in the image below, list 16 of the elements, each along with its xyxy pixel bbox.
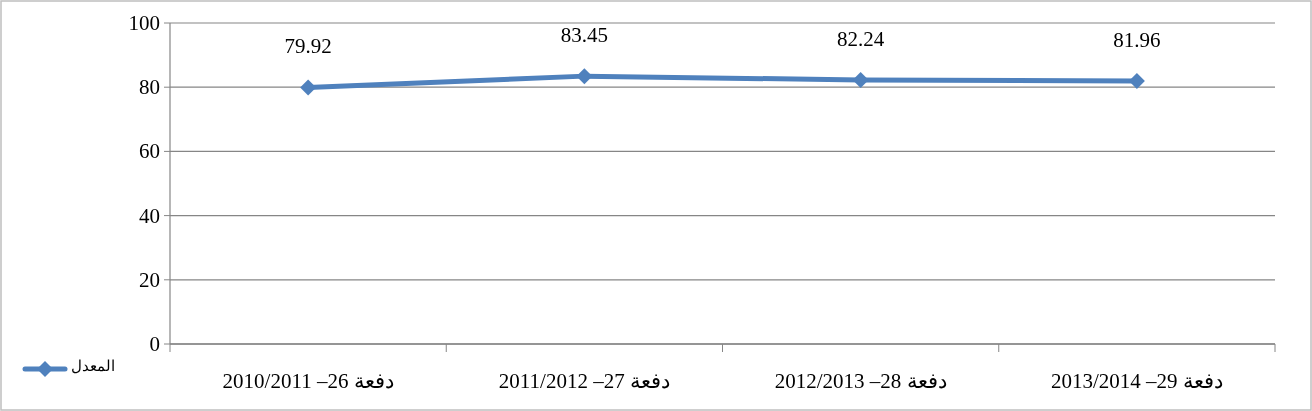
y-tick-label: 100 — [128, 11, 160, 35]
y-tick-label: 40 — [139, 203, 160, 228]
legend: المعدل — [22, 358, 115, 377]
y-tick-label: 60 — [139, 139, 160, 164]
x-tick-label: دفعة 29– 2013/2014 — [1050, 369, 1223, 393]
y-tick-label: 80 — [139, 75, 160, 100]
data-label: 81.96 — [1113, 27, 1161, 52]
x-tick-label: دفعة 26– 2010/2011 — [222, 369, 394, 393]
data-label: 83.45 — [560, 23, 608, 48]
legend-label: المعدل — [71, 358, 115, 374]
y-tick-label: 20 — [139, 267, 160, 292]
data-label: 82.24 — [837, 27, 885, 52]
y-tick-label: 0 — [149, 332, 160, 356]
x-tick-label: دفعة 28– 2012/2013 — [774, 369, 947, 393]
data-label: 79.92 — [284, 34, 332, 59]
x-tick-label: دفعة 27– 2011/2012 — [498, 369, 670, 393]
